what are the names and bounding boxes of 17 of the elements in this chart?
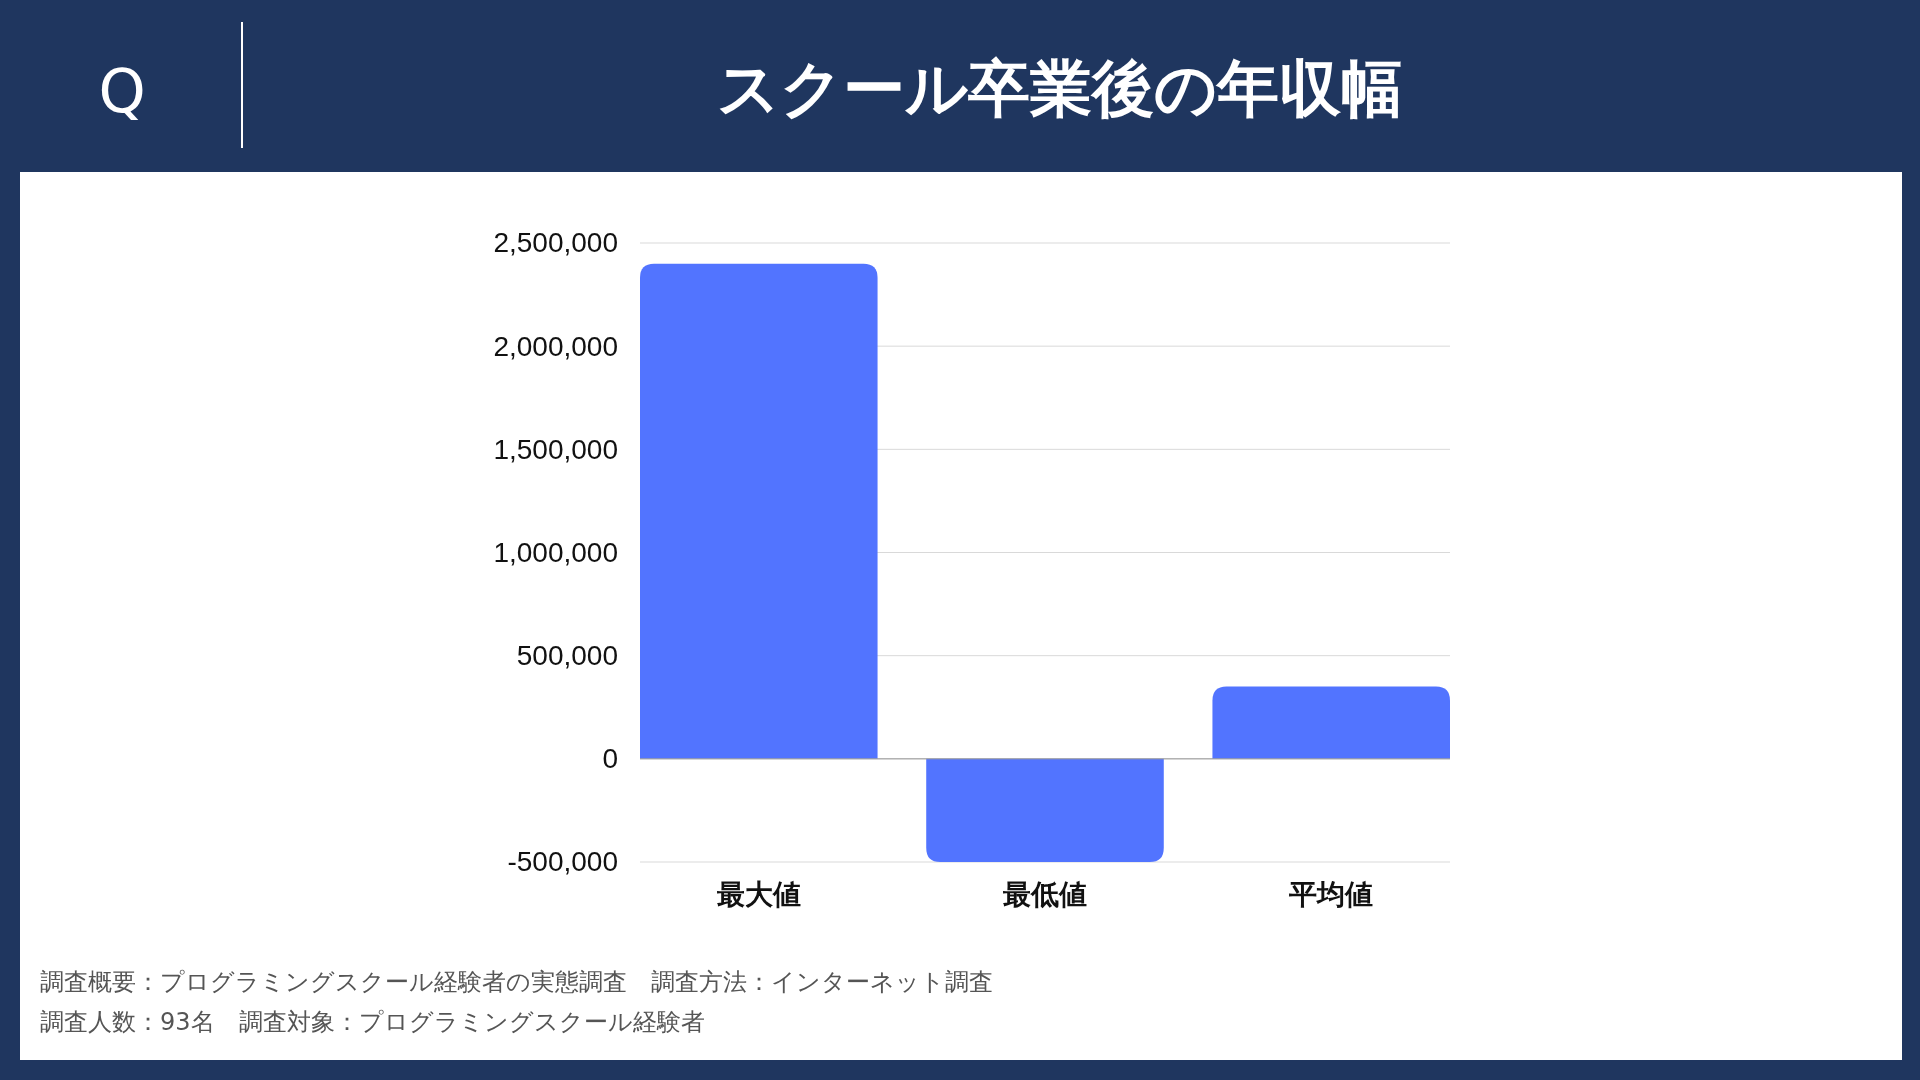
y-tick-label: 1,500,000	[493, 433, 618, 465]
y-tick-label: 1,000,000	[493, 536, 618, 568]
y-tick-label: 2,500,000	[493, 227, 618, 259]
bar	[926, 758, 1164, 862]
y-tick-label: 2,000,000	[493, 330, 618, 362]
x-tick-label: 平均値	[1288, 878, 1374, 910]
x-tick-label: 最低値	[1002, 878, 1087, 910]
text: 調査人数：93名 調査対象：プログラミングスクール経験者	[40, 1008, 705, 1036]
text: Q	[98, 56, 146, 126]
chart-title: スクール卒業後の年収幅	[717, 52, 1403, 125]
y-tick-label: 0	[602, 743, 618, 775]
text: 調査概要：プログラミングスクール経験者の実態調査 調査方法：インターネット調査	[40, 968, 993, 996]
bar	[1212, 686, 1450, 759]
y-tick-label: 500,000	[516, 640, 618, 672]
bar	[640, 263, 878, 759]
x-tick-label: 最大値	[715, 878, 801, 910]
y-tick-label: -500,000	[507, 846, 618, 878]
